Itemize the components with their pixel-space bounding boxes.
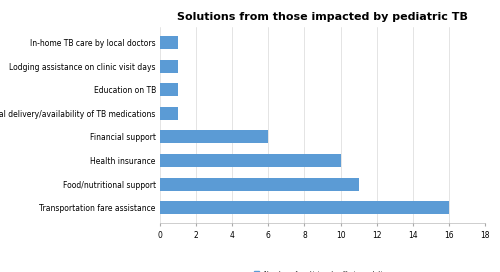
Bar [160,201,449,214]
Title: Solutions from those impacted by pediatric TB: Solutions from those impacted by pediatr… [177,12,468,22]
Bar [160,83,178,96]
Bar [160,154,340,167]
Bar [160,131,268,143]
Bar [160,36,178,49]
Bar [160,107,178,120]
Bar [160,60,178,73]
Legend: Number of participants offering solution: Number of participants offering solution [252,268,393,272]
Bar [160,178,358,191]
